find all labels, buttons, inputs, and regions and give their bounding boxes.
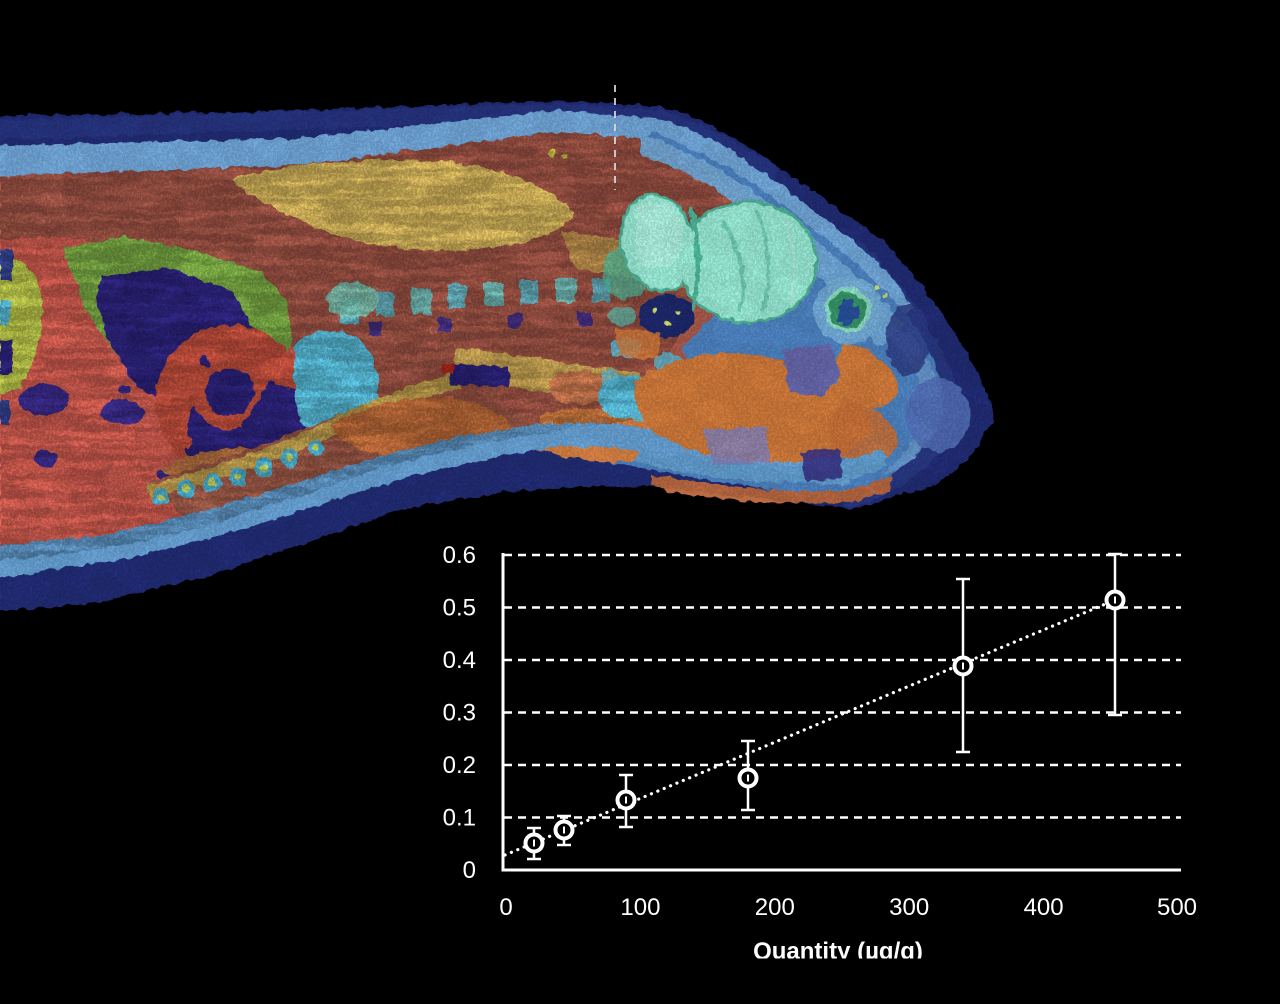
svg-text:0.6: 0.6 xyxy=(443,542,476,569)
svg-text:0.2: 0.2 xyxy=(443,752,476,779)
svg-text:400: 400 xyxy=(1024,894,1064,921)
svg-text:0.5: 0.5 xyxy=(443,595,476,622)
svg-text:100: 100 xyxy=(620,894,660,921)
svg-text:0.1: 0.1 xyxy=(443,805,476,832)
svg-text:200: 200 xyxy=(755,894,795,921)
svg-text:0: 0 xyxy=(499,894,512,921)
svg-text:0.3: 0.3 xyxy=(443,700,476,727)
svg-text:0.4: 0.4 xyxy=(443,647,476,674)
svg-text:500: 500 xyxy=(1157,894,1197,921)
svg-text:300: 300 xyxy=(889,894,929,921)
svg-text:0: 0 xyxy=(463,857,476,884)
